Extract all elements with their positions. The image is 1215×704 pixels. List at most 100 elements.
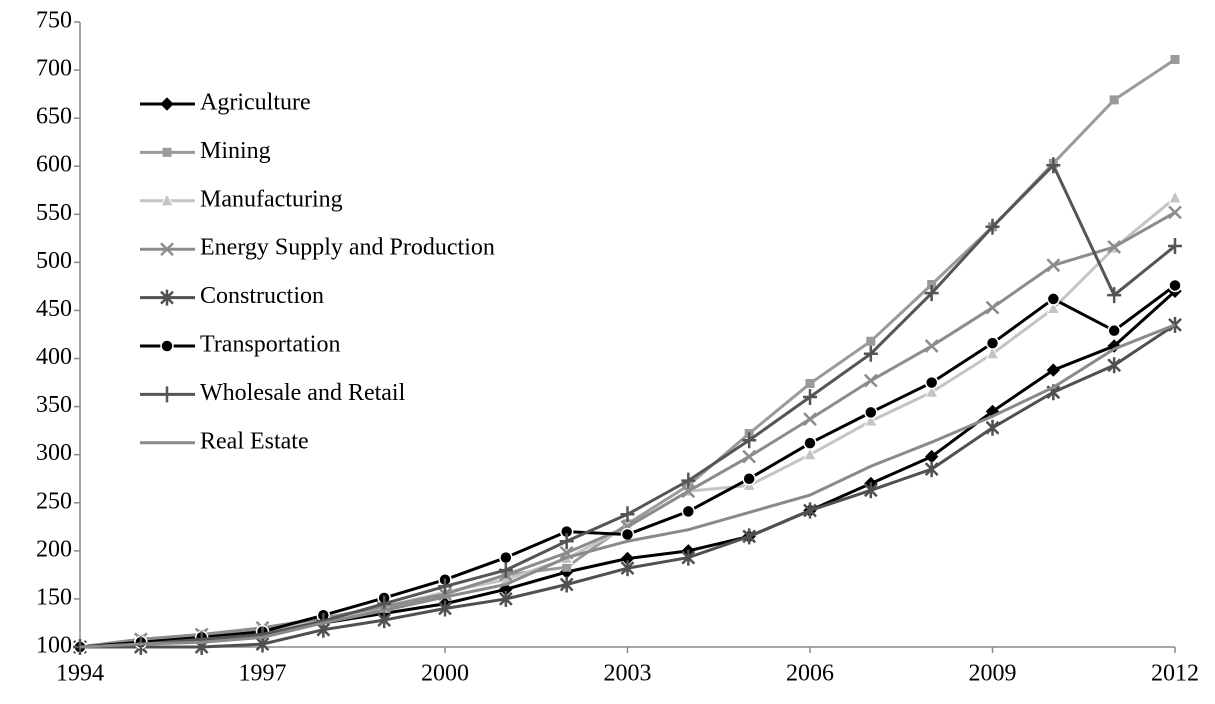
- y-tick-label: 550: [36, 200, 72, 226]
- marker: [924, 285, 939, 302]
- x-tick-label: 1994: [56, 661, 104, 687]
- marker: [1046, 157, 1061, 174]
- marker: [1046, 258, 1061, 273]
- marker: [985, 345, 1000, 360]
- marker: [620, 560, 635, 577]
- marker: [681, 484, 696, 499]
- marker: [803, 412, 817, 426]
- series-line: [80, 323, 1176, 649]
- y-tick-label: 700: [36, 56, 72, 82]
- legend-label: Transportation: [200, 332, 340, 358]
- marker: [1168, 189, 1182, 204]
- marker: [924, 375, 939, 390]
- legend-label: Mining: [200, 138, 271, 164]
- y-tick-label: 450: [36, 296, 72, 322]
- marker: [742, 449, 757, 464]
- legend-label: Wholesale and Retail: [200, 380, 406, 406]
- marker: [377, 612, 392, 629]
- marker: [438, 578, 452, 595]
- marker: [1107, 357, 1122, 374]
- marker: [498, 562, 513, 579]
- marker: [864, 412, 878, 427]
- marker: [924, 461, 939, 478]
- marker: [864, 405, 878, 420]
- marker: [1046, 363, 1061, 377]
- marker: [985, 336, 1000, 350]
- marker: [160, 339, 174, 353]
- marker: [924, 384, 939, 398]
- marker: [863, 345, 878, 362]
- marker: [924, 339, 939, 353]
- marker: [1168, 205, 1182, 220]
- marker: [162, 147, 172, 157]
- marker: [985, 300, 1000, 315]
- marker: [620, 506, 635, 523]
- marker: [1168, 238, 1182, 255]
- y-tick-label: 400: [36, 344, 72, 370]
- marker: [1109, 95, 1119, 105]
- marker: [559, 576, 574, 593]
- marker: [805, 379, 815, 389]
- x-tick-label: 2006: [786, 661, 834, 687]
- marker: [803, 436, 817, 450]
- y-tick-label: 600: [36, 152, 72, 178]
- marker: [985, 218, 1000, 235]
- x-tick-label: 2012: [1151, 661, 1199, 687]
- legend-label: Manufacturing: [200, 186, 343, 212]
- marker: [1107, 323, 1121, 338]
- marker: [1107, 240, 1122, 254]
- y-tick-label: 250: [36, 488, 72, 514]
- y-tick-label: 150: [36, 584, 72, 610]
- y-tick-label: 650: [36, 104, 72, 130]
- marker: [160, 386, 174, 403]
- marker: [681, 504, 696, 519]
- y-tick-label: 500: [36, 248, 72, 274]
- marker: [194, 631, 209, 648]
- marker: [620, 527, 635, 542]
- y-tick-label: 200: [36, 536, 72, 562]
- series-line: [79, 323, 1176, 649]
- marker: [803, 502, 817, 519]
- marker: [160, 97, 174, 111]
- marker: [681, 549, 696, 566]
- series-line: [79, 196, 1176, 649]
- marker: [863, 373, 878, 388]
- marker: [681, 472, 696, 489]
- marker: [160, 289, 174, 306]
- y-tick-label: 350: [36, 392, 72, 418]
- marker: [160, 242, 174, 257]
- x-tick-label: 2009: [969, 661, 1017, 687]
- legend-label: Real Estate: [200, 428, 309, 454]
- x-tick-label: 2003: [604, 661, 652, 687]
- marker: [863, 482, 878, 499]
- marker: [1170, 55, 1180, 64]
- marker: [803, 446, 817, 461]
- legend-label: Energy Supply and Production: [200, 235, 495, 261]
- marker: [742, 471, 756, 486]
- marker: [1107, 287, 1122, 304]
- legend-label: Agriculture: [200, 90, 311, 116]
- marker: [1168, 278, 1182, 293]
- marker: [1046, 292, 1061, 306]
- marker: [742, 432, 757, 449]
- marker: [742, 528, 757, 545]
- marker: [559, 533, 574, 550]
- marker: [499, 550, 513, 565]
- y-tick-label: 100: [36, 633, 72, 659]
- y-tick-label: 300: [36, 440, 72, 466]
- marker: [866, 336, 876, 346]
- marker: [1107, 339, 1121, 353]
- x-tick-label: 2000: [421, 661, 469, 687]
- legend-label: Construction: [200, 283, 324, 309]
- marker: [498, 590, 513, 607]
- y-tick-label: 750: [36, 8, 72, 34]
- marker: [255, 626, 270, 643]
- marker: [438, 600, 452, 617]
- marker: [803, 389, 817, 405]
- x-tick-label: 1997: [239, 661, 287, 687]
- marker: [1046, 300, 1061, 315]
- marker: [985, 419, 1000, 436]
- marker: [562, 562, 572, 572]
